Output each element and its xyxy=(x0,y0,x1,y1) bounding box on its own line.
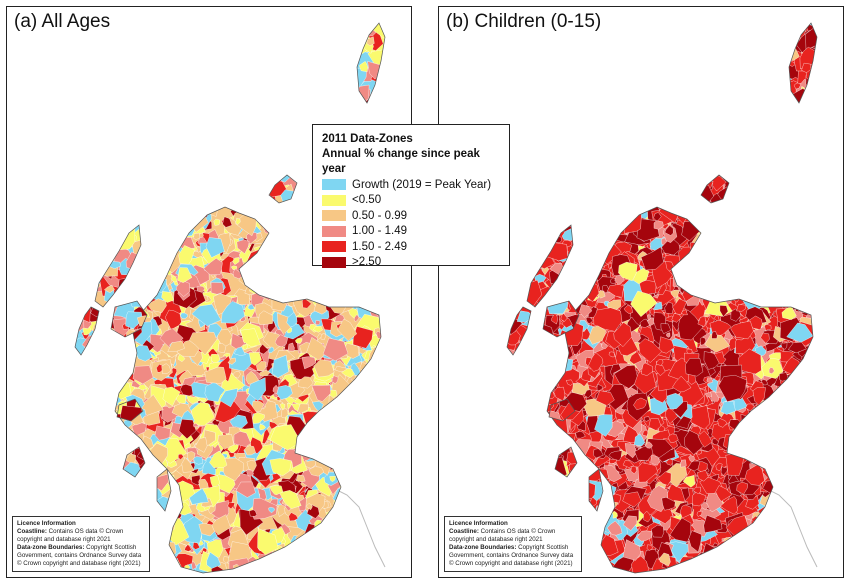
licence-heading: Licence Information xyxy=(449,520,508,527)
legend-item: Growth (2019 = Peak Year) xyxy=(322,177,501,193)
coastline-label: Coastline: xyxy=(449,528,479,535)
coastline-outer-hebrides-north xyxy=(526,224,574,308)
region-shetland xyxy=(357,23,385,103)
legend-item: 0.50 - 0.99 xyxy=(322,208,501,224)
legend-swatch xyxy=(322,241,346,253)
coastline-islay xyxy=(554,446,578,478)
coastline-outer-hebrides-south xyxy=(74,306,100,356)
scotland-map-all-ages xyxy=(74,22,386,574)
panel-title: (b) Children (0-15) xyxy=(446,11,602,32)
region-orkney xyxy=(701,175,729,203)
coastline-kintyre xyxy=(156,468,172,512)
coastline-shetland xyxy=(356,22,386,104)
legend-label: >2.50 xyxy=(352,256,382,269)
region-orkney xyxy=(269,175,297,203)
coastline-mull xyxy=(116,398,144,422)
legend-swatch xyxy=(322,210,346,222)
coastline-outer-hebrides-north xyxy=(94,224,142,308)
legend-label: 1.50 - 2.49 xyxy=(352,240,407,253)
coastline-shetland xyxy=(788,22,818,104)
legend-item: >2.50 xyxy=(322,255,501,271)
coastline-orkney xyxy=(700,174,730,204)
legend-label: Growth (2019 = Peak Year) xyxy=(352,178,492,191)
coastline-mainland xyxy=(114,206,382,574)
coastline-text: Contains OS data © Crown copyright and d… xyxy=(449,528,556,543)
scotland-map-children xyxy=(506,22,818,574)
coastline-orkney xyxy=(268,174,298,204)
legend-swatch xyxy=(322,225,346,237)
legend-swatch xyxy=(322,194,346,206)
legend-swatch xyxy=(322,179,346,191)
coastline-kintyre xyxy=(588,468,604,512)
legend-label: <0.50 xyxy=(352,194,382,207)
region-outer-hebrides-north xyxy=(95,225,141,307)
panel-title: (a) All Ages xyxy=(14,11,111,32)
legend-label: 0.50 - 0.99 xyxy=(352,209,407,222)
map-legend: 2011 Data-Zones Annual % change since pe… xyxy=(312,124,510,268)
region-shetland xyxy=(789,23,817,103)
coastline-text: Contains OS data © Crown copyright and d… xyxy=(17,528,124,543)
legend-label: 1.00 - 1.49 xyxy=(352,225,407,238)
licence-heading: Licence Information xyxy=(17,520,76,527)
coastline-mull xyxy=(548,398,576,422)
legend-swatch xyxy=(322,256,346,268)
coastline-label: Coastline: xyxy=(17,528,47,535)
boundaries-text: Copyright Scottish Government, contains … xyxy=(17,544,142,567)
boundaries-text: Copyright Scottish Government, contains … xyxy=(449,544,574,567)
coastline-skye xyxy=(110,300,148,338)
legend-item: 1.50 - 2.49 xyxy=(322,239,501,255)
coastline-islay xyxy=(122,446,146,478)
legend-item: 1.00 - 1.49 xyxy=(322,224,501,240)
coastline-skye xyxy=(542,300,580,338)
map-panel-all-ages: (a) All Ages Licence Information Coastli… xyxy=(6,6,412,578)
boundaries-label: Data-zone Boundaries: xyxy=(17,544,85,551)
licence-box: Licence Information Coastline: Contains … xyxy=(444,516,582,572)
region-outer-hebrides-south xyxy=(75,307,99,355)
map-panel-children: (b) Children (0-15) Licence Information … xyxy=(438,6,844,578)
legend-title: 2011 Data-Zones xyxy=(322,133,413,145)
boundaries-label: Data-zone Boundaries: xyxy=(449,544,517,551)
legend-item: <0.50 xyxy=(322,193,501,209)
licence-box: Licence Information Coastline: Contains … xyxy=(12,516,150,572)
coastline-mainland xyxy=(546,206,814,574)
legend-subtitle: Annual % change since peak year xyxy=(322,148,480,175)
region-islay xyxy=(123,447,145,477)
coastline-outer-hebrides-south xyxy=(506,306,532,356)
